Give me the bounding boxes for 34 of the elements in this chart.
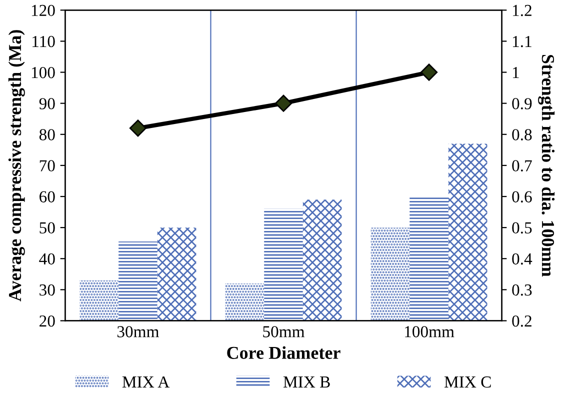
y-tick-label: 80: [39, 129, 55, 140]
y2-tick-label: 0.6: [512, 191, 532, 203]
y-tick-label: 100: [32, 66, 55, 78]
y2-tick-label: 1.2: [512, 4, 532, 16]
y2-tick-label: 1.1: [512, 36, 532, 48]
y-tick-label: 70: [40, 160, 55, 172]
y-tick-label: 40: [39, 253, 55, 265]
y2-tick-label: 1: [512, 67, 519, 78]
x-tick-label: 30mm: [117, 326, 160, 338]
x-axis-title: Core Diameter: [227, 346, 340, 359]
y-tick-label: 110: [32, 36, 55, 48]
y2-tick-label: 0.4: [512, 253, 532, 265]
y2-tick-label: 0.3: [512, 284, 532, 296]
y-tick-label: 120: [32, 4, 55, 16]
point: [274, 94, 292, 112]
legend-label: MIX B: [283, 376, 330, 388]
y2-tick-label: 0.2: [512, 315, 532, 327]
y-axis-title: Average compressive strength (Ma): [8, 30, 25, 302]
y-tick-label: 50: [40, 222, 55, 234]
y2-tick-label: 0.9: [512, 98, 532, 110]
y-tick-label: 30: [40, 284, 55, 296]
x-tick-label: 100mm: [405, 326, 454, 338]
y2-tick-label: 0.5: [512, 222, 532, 234]
legend-label: MIX A: [122, 376, 170, 388]
y-tick-label: 60: [40, 191, 55, 202]
legend-label: MIX C: [444, 376, 491, 388]
point: [420, 64, 438, 81]
y2-tick-label: 0.7: [512, 160, 532, 172]
y-tick-label: 90: [39, 98, 55, 110]
y-tick-label: 20: [40, 315, 55, 327]
x-tick-label: 50mm: [263, 326, 305, 338]
point: [129, 120, 147, 137]
y2-tick-label: 0.8: [512, 129, 532, 140]
y2-axis-title: Strength ratio to dia. 100mm: [538, 54, 555, 277]
